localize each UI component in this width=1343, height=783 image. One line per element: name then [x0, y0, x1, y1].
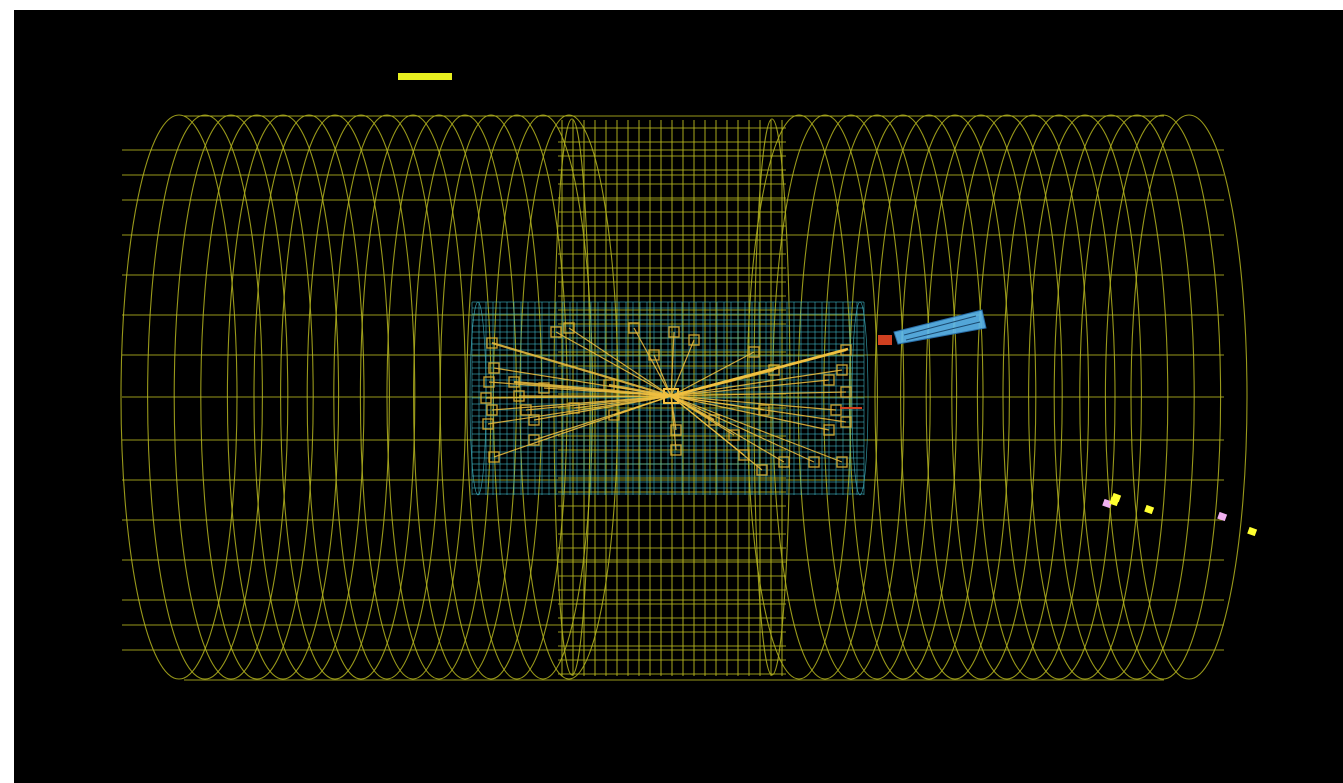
- endcap-hits: [1102, 492, 1258, 537]
- inner-tracker-wireframe: [469, 301, 869, 496]
- track-bundle: [480, 322, 852, 476]
- event-display-canvas[interactable]: [14, 10, 1343, 783]
- event-display-viewport[interactable]: [14, 10, 1343, 783]
- scale-bar: [398, 73, 452, 80]
- jet-cone: [840, 309, 987, 409]
